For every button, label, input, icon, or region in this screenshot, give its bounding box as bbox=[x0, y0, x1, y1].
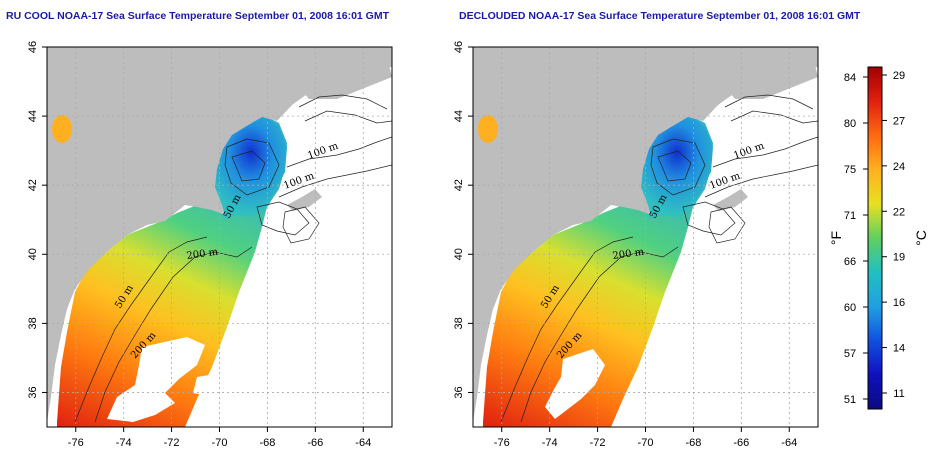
bathymetry-contour bbox=[520, 246, 679, 423]
x-tick-label: -66 bbox=[307, 437, 323, 449]
bathymetry-contour bbox=[304, 110, 392, 124]
y-tick-label: 46 bbox=[453, 41, 465, 53]
cloud-mask bbox=[545, 349, 605, 419]
cloud-mask bbox=[193, 375, 209, 395]
bathymetry-contour bbox=[256, 201, 310, 236]
land-mass bbox=[47, 47, 392, 422]
celsius-tick-label: 29 bbox=[893, 70, 905, 82]
x-tick-label: -70 bbox=[212, 437, 228, 449]
bathymetry-contour bbox=[282, 206, 320, 244]
bathymetry-contour bbox=[278, 164, 392, 198]
x-tick-label: -76 bbox=[68, 437, 84, 449]
bathymetry-contour bbox=[704, 164, 818, 198]
celsius-tick-label: 14 bbox=[893, 343, 905, 355]
celsius-tick-label: 19 bbox=[893, 252, 905, 264]
x-tick-label: -74 bbox=[116, 437, 132, 449]
land-mass bbox=[473, 47, 818, 422]
y-tick-label: 36 bbox=[453, 386, 465, 398]
celsius-tick-label: 11 bbox=[893, 388, 904, 400]
x-tick-label: -76 bbox=[494, 437, 510, 449]
fahrenheit-tick-label: 51 bbox=[844, 394, 856, 406]
y-tick-label: 38 bbox=[27, 317, 39, 329]
celsius-tick-label: 22 bbox=[893, 206, 905, 218]
bathymetry-contour bbox=[682, 201, 736, 236]
bathymetry-contour bbox=[74, 236, 208, 423]
bathymetry-contour bbox=[724, 94, 814, 110]
x-tick-label: -74 bbox=[542, 437, 558, 449]
colorbar bbox=[867, 66, 883, 410]
cape-cod-land bbox=[713, 189, 748, 211]
y-tick-label: 40 bbox=[27, 248, 39, 260]
inland-lake bbox=[52, 115, 72, 143]
x-tick-label: -64 bbox=[781, 437, 797, 449]
bathymetry-contour bbox=[657, 150, 692, 182]
contour-depth-label: 200 m bbox=[186, 247, 219, 262]
fahrenheit-tick-label: 84 bbox=[844, 72, 856, 84]
fahrenheit-unit-label: °F bbox=[828, 231, 844, 245]
celsius-tick-label: 16 bbox=[893, 297, 905, 309]
fahrenheit-tick-label: 66 bbox=[844, 256, 856, 268]
x-tick-label: -70 bbox=[638, 437, 654, 449]
bathymetry-contour bbox=[298, 94, 388, 110]
y-tick-label: 36 bbox=[27, 386, 39, 398]
inland-lake bbox=[478, 115, 498, 143]
x-tick-label: -72 bbox=[590, 437, 606, 449]
y-tick-label: 42 bbox=[27, 179, 39, 191]
y-tick-label: 42 bbox=[453, 179, 465, 191]
fahrenheit-tick-label: 75 bbox=[844, 164, 856, 176]
nova-scotia-land bbox=[723, 52, 818, 99]
bathymetry-contour bbox=[224, 138, 280, 196]
cape-cod-land bbox=[287, 189, 322, 211]
right-map-title: DECLOUDED NOAA-17 Sea Surface Temperatur… bbox=[459, 10, 861, 22]
nova-scotia-land bbox=[297, 52, 392, 99]
y-tick-label: 38 bbox=[453, 317, 465, 329]
fahrenheit-tick-label: 71 bbox=[844, 210, 856, 222]
bathymetry-contour bbox=[650, 138, 706, 196]
x-tick-label: -66 bbox=[733, 437, 749, 449]
y-tick-label: 44 bbox=[453, 110, 465, 122]
y-tick-label: 44 bbox=[27, 110, 39, 122]
celsius-unit-label: °C bbox=[913, 230, 929, 246]
celsius-tick-label: 24 bbox=[893, 161, 905, 173]
celsius-tick-label: 27 bbox=[893, 115, 905, 127]
x-tick-label: -64 bbox=[355, 437, 371, 449]
x-tick-label: -72 bbox=[164, 437, 180, 449]
x-tick-label: -68 bbox=[685, 437, 701, 449]
left-map-title: RU COOL NOAA-17 Sea Surface Temperature … bbox=[6, 10, 390, 22]
bathymetry-contour bbox=[286, 136, 392, 168]
fahrenheit-tick-label: 57 bbox=[844, 348, 856, 360]
y-tick-label: 46 bbox=[27, 41, 39, 53]
bathymetry-contour bbox=[94, 246, 253, 423]
cloud-mask bbox=[107, 337, 205, 422]
y-tick-label: 40 bbox=[453, 248, 465, 260]
contour-depth-label: 200 m bbox=[612, 247, 645, 262]
x-tick-label: -68 bbox=[259, 437, 275, 449]
fahrenheit-tick-label: 60 bbox=[844, 302, 856, 314]
bathymetry-contour bbox=[712, 136, 818, 168]
bathymetry-contour bbox=[231, 150, 266, 182]
bathymetry-contour bbox=[500, 236, 634, 423]
bathymetry-contour bbox=[708, 206, 746, 244]
bathymetry-contour bbox=[730, 110, 818, 124]
fahrenheit-tick-label: 80 bbox=[844, 118, 856, 130]
